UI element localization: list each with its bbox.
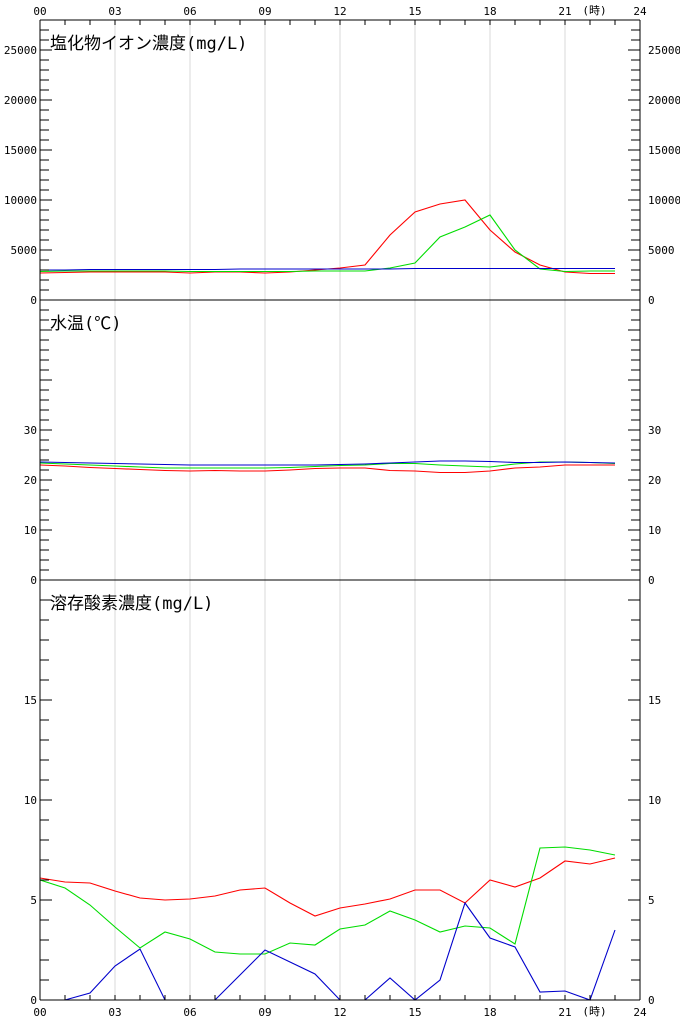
x-tick-label-bottom: 18 xyxy=(483,1006,496,1019)
panel-title: 塩化物イオン濃度(mg/L) xyxy=(50,34,247,54)
y-tick-label-right: 20 xyxy=(648,474,661,487)
x-tick-label-bottom: 15 xyxy=(408,1006,421,1019)
y-tick-label-right: 15000 xyxy=(648,144,680,157)
y-tick-label-left: 0 xyxy=(30,994,37,1007)
y-tick-label-right: 5 xyxy=(648,894,655,907)
series-line-3-2 xyxy=(39,846,616,955)
y-tick-label-right: 30 xyxy=(648,424,661,437)
x-tick-label-bottom: 24 xyxy=(633,1006,647,1019)
y-tick-label-left: 0 xyxy=(30,574,37,587)
x-tick-label-top: 15 xyxy=(408,5,421,18)
y-tick-label-left: 15000 xyxy=(4,144,37,157)
y-tick-label-right: 25000 xyxy=(648,44,680,57)
series-layer xyxy=(39,199,616,1001)
panel-title: 水温(℃) xyxy=(50,314,121,334)
x-tick-label-bottom: 21 xyxy=(558,1006,571,1019)
x-tick-label-top: 03 xyxy=(108,5,121,18)
x-tick-label-top: 00 xyxy=(33,5,46,18)
y-tick-label-left: 25000 xyxy=(4,44,37,57)
x-tick-label-top: 21 xyxy=(558,5,571,18)
x-tick-label-bottom: 06 xyxy=(183,1006,196,1019)
x-tick-label-top: 18 xyxy=(483,5,496,18)
y-tick-label-right: 0 xyxy=(648,574,655,587)
y-tick-label-right: 10 xyxy=(648,794,661,807)
y-tick-label-right: 0 xyxy=(648,994,655,1007)
series-line-3-3 xyxy=(40,901,616,1001)
y-tick-label-left: 20 xyxy=(24,474,37,487)
x-tick-label-bottom: 00 xyxy=(33,1006,46,1019)
y-tick-label-left: 10 xyxy=(24,524,37,537)
y-tick-label-left: 5000 xyxy=(11,244,38,257)
y-tick-label-right: 10 xyxy=(648,524,661,537)
y-tick-label-right: 15 xyxy=(648,694,661,707)
x-tick-label-top: 24 xyxy=(633,5,647,18)
series-line-1-2 xyxy=(39,214,615,273)
series-line-2-2 xyxy=(39,461,616,469)
x-tick-label-top: 06 xyxy=(183,5,196,18)
x-tick-label-top: 12 xyxy=(333,5,346,18)
y-tick-label-left: 10 xyxy=(24,794,37,807)
grid-layer xyxy=(114,20,566,1000)
y-tick-label-right: 10000 xyxy=(648,194,680,207)
y-tick-label-right: 5000 xyxy=(648,244,675,257)
tick-layer xyxy=(39,19,641,1001)
x-tick-label-bottom: 12 xyxy=(333,1006,346,1019)
x-unit-label-top: (時) xyxy=(582,4,606,17)
series-line-1-1 xyxy=(39,199,615,275)
series-line-2-1 xyxy=(39,464,615,474)
series-line-2-3 xyxy=(39,460,616,466)
y-tick-label-left: 5 xyxy=(30,894,37,907)
y-tick-label-left: 15 xyxy=(24,694,37,707)
x-tick-label-top: 09 xyxy=(258,5,271,18)
x-tick-label-bottom: 09 xyxy=(258,1006,271,1019)
y-tick-label-left: 30 xyxy=(24,424,37,437)
x-unit-label-bottom: (時) xyxy=(582,1005,606,1018)
x-tick-label-bottom: 03 xyxy=(108,1006,121,1019)
y-tick-label-right: 20000 xyxy=(648,94,680,107)
y-tick-label-left: 20000 xyxy=(4,94,37,107)
y-tick-label-left: 0 xyxy=(30,294,37,307)
y-tick-label-right: 0 xyxy=(648,294,655,307)
y-tick-label-left: 10000 xyxy=(4,194,37,207)
series-line-1-3 xyxy=(40,267,615,271)
panel-title: 溶存酸素濃度(mg/L) xyxy=(50,594,213,614)
series-line-3-1 xyxy=(39,857,616,917)
